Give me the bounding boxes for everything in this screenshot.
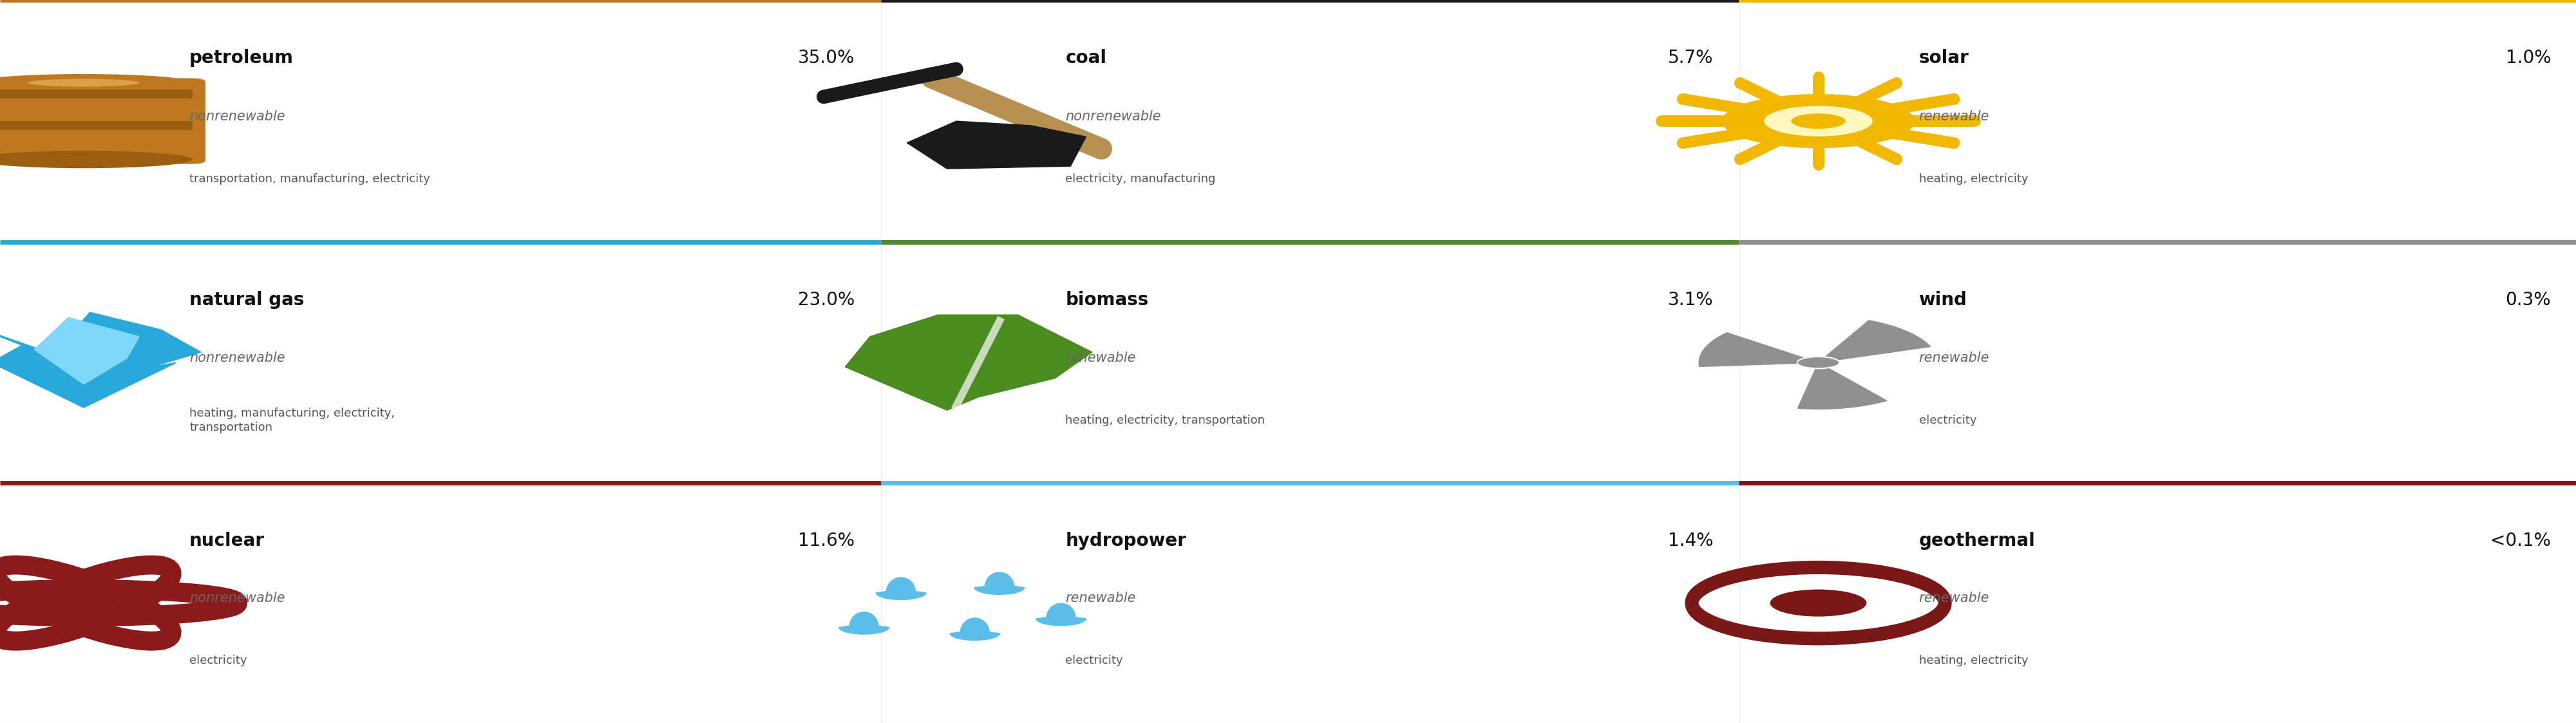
Text: geothermal: geothermal xyxy=(1919,531,2035,549)
Polygon shape xyxy=(1798,367,1886,409)
Text: renewable: renewable xyxy=(1066,351,1136,364)
Text: 35.0%: 35.0% xyxy=(799,49,855,67)
Ellipse shape xyxy=(28,79,139,87)
Circle shape xyxy=(1798,356,1839,369)
Text: 1.0%: 1.0% xyxy=(2506,49,2550,67)
Text: heating, manufacturing, electricity,
transportation: heating, manufacturing, electricity, tra… xyxy=(191,408,394,433)
Text: 0.3%: 0.3% xyxy=(2506,291,2550,309)
Text: coal: coal xyxy=(1066,49,1108,67)
Text: 3.1%: 3.1% xyxy=(1667,291,1713,309)
Text: nonrenewable: nonrenewable xyxy=(191,591,286,604)
Text: renewable: renewable xyxy=(1919,591,1989,604)
Ellipse shape xyxy=(0,151,193,168)
Polygon shape xyxy=(33,317,139,384)
Text: natural gas: natural gas xyxy=(191,291,304,309)
Text: heating, electricity: heating, electricity xyxy=(1919,655,2027,667)
Text: nonrenewable: nonrenewable xyxy=(1066,110,1162,123)
Text: transportation, manufacturing, electricity: transportation, manufacturing, electrici… xyxy=(191,174,430,185)
FancyBboxPatch shape xyxy=(0,121,193,130)
Polygon shape xyxy=(876,578,925,599)
Polygon shape xyxy=(845,315,1092,410)
Text: biomass: biomass xyxy=(1066,291,1149,309)
Text: <0.1%: <0.1% xyxy=(2491,531,2550,549)
Text: 5.7%: 5.7% xyxy=(1667,49,1713,67)
Circle shape xyxy=(1790,114,1844,129)
Text: 23.0%: 23.0% xyxy=(799,291,855,309)
Polygon shape xyxy=(1036,604,1087,625)
Text: 11.6%: 11.6% xyxy=(799,531,855,549)
Polygon shape xyxy=(907,121,1087,168)
Text: hydropower: hydropower xyxy=(1066,531,1188,549)
Polygon shape xyxy=(951,618,999,641)
Circle shape xyxy=(49,594,118,612)
Ellipse shape xyxy=(0,74,193,91)
Text: nonrenewable: nonrenewable xyxy=(191,351,286,364)
Text: renewable: renewable xyxy=(1066,591,1136,604)
Text: electricity, manufacturing: electricity, manufacturing xyxy=(1066,174,1216,185)
Text: heating, electricity, transportation: heating, electricity, transportation xyxy=(1066,414,1265,426)
Polygon shape xyxy=(1700,333,1806,367)
Text: renewable: renewable xyxy=(1919,110,1989,123)
Text: solar: solar xyxy=(1919,49,1968,67)
Text: heating, electricity: heating, electricity xyxy=(1919,174,2027,185)
Circle shape xyxy=(1770,589,1868,617)
Text: electricity: electricity xyxy=(1066,655,1123,667)
Text: nuclear: nuclear xyxy=(191,531,265,549)
Circle shape xyxy=(1765,106,1873,137)
FancyBboxPatch shape xyxy=(0,78,206,164)
FancyBboxPatch shape xyxy=(0,90,193,98)
Text: electricity: electricity xyxy=(1919,414,1976,426)
Text: wind: wind xyxy=(1919,291,1968,309)
Text: renewable: renewable xyxy=(1919,351,1989,364)
Polygon shape xyxy=(1824,320,1929,361)
Polygon shape xyxy=(0,312,201,408)
Text: nuclear (from uranium): nuclear (from uranium) xyxy=(191,534,358,547)
Text: nonrenewable: nonrenewable xyxy=(191,110,286,123)
Circle shape xyxy=(1721,94,1914,148)
Polygon shape xyxy=(840,612,889,634)
Text: petroleum: petroleum xyxy=(191,49,294,67)
Text: electricity: electricity xyxy=(191,655,247,667)
Text: 1.4%: 1.4% xyxy=(1667,531,1713,549)
Polygon shape xyxy=(974,573,1025,594)
